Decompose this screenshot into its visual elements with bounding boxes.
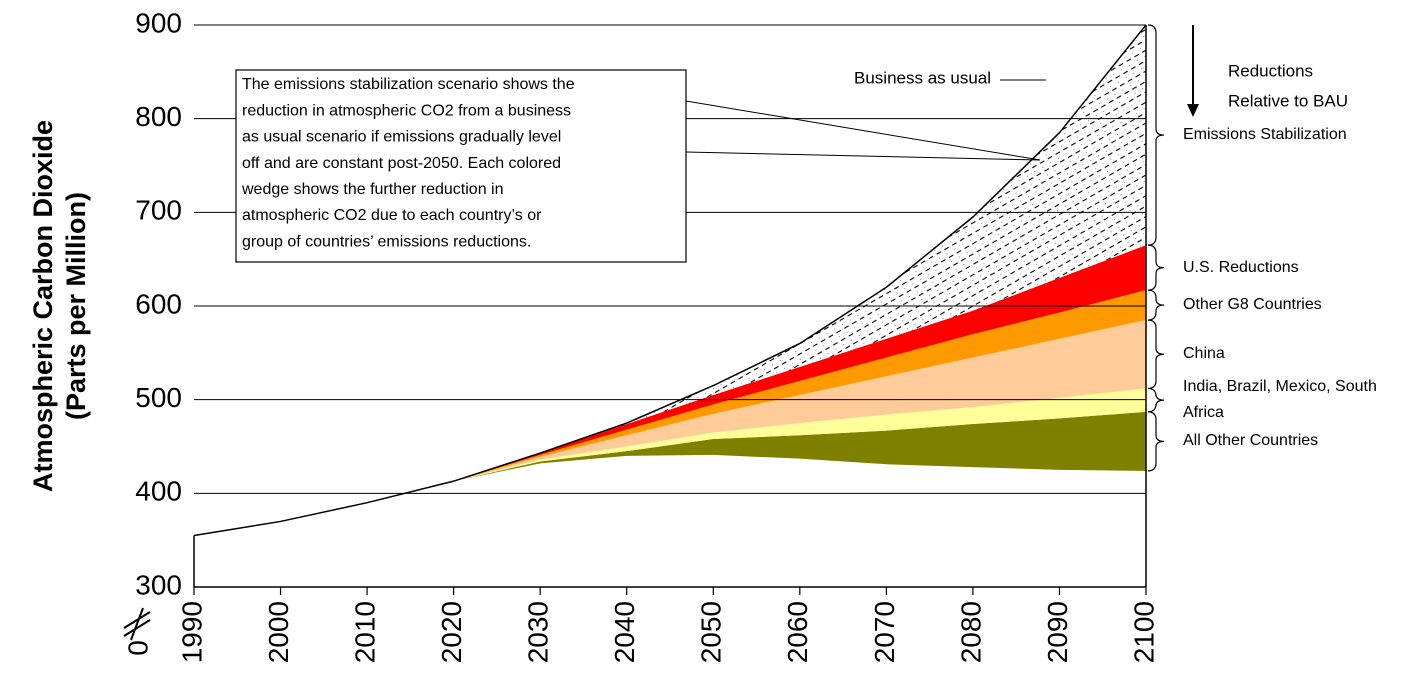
x-tick-label: 2070 [869,601,900,663]
x-tick-label: 2030 [523,601,554,663]
callout-text: wedge shows the further reduction in [241,181,503,198]
area [194,411,1146,536]
y-tick-label: 600 [135,288,182,319]
callout-text: group of countries’ emissions reductions… [242,233,531,250]
y-break-label: 0 [122,640,153,656]
callout-text: as usual scenario if emissions gradually… [242,129,561,146]
bracket [1147,289,1165,321]
bracket [1147,387,1165,413]
y-tick-label: 700 [135,195,182,226]
x-tick-label: 2060 [782,601,813,663]
y-axis-label: (Parts per Million) [61,192,91,420]
callout-pointer [685,100,1041,161]
callout-text: atmospheric CO2 due to each country’s or [242,207,542,224]
bracket [1147,244,1165,291]
bau-label: Business as usual [854,68,991,87]
y-tick-label: 800 [135,101,182,132]
area [194,25,1146,536]
x-tick-label: 2050 [696,601,727,663]
bracket-label: U.S. Reductions [1183,258,1299,276]
bracket [1147,24,1165,246]
callout-text: off and are constant post-2050. Each col… [242,155,561,172]
bracket-label: Other G8 Countries [1183,296,1322,314]
bracket [1147,411,1165,472]
y-tick-label: 300 [135,569,182,600]
callout-text: reduction in atmospheric CO2 from a busi… [242,102,571,119]
x-tick-label: 1990 [176,601,207,663]
x-tick-label: 2040 [609,601,640,663]
callout-text: The emissions stabilization scenario sho… [242,76,575,93]
callout-pointer [685,151,1041,161]
bau-line [193,24,1147,537]
x-tick-label: 2010 [349,601,380,663]
reductions-label: Relative to BAU [1228,91,1348,110]
axis-break [123,607,151,641]
x-tick-label: 2080 [955,601,986,663]
bracket-label: India, Brazil, Mexico, South Africa [1183,378,1377,422]
x-tick-label: 2000 [263,601,294,663]
callout-box [235,69,687,263]
reductions-label: Reductions [1228,61,1313,80]
bracket-label: China [1183,345,1225,363]
bracket [1147,319,1165,390]
area [194,454,1146,587]
bracket-label: All Other Countries [1183,432,1319,450]
y-tick-label: 900 [135,7,182,38]
y-axis-label: Atmospheric Carbon Dioxide [28,120,58,492]
bracket-label: Emissions Stabilization [1183,126,1347,144]
x-tick-label: 2020 [436,601,467,663]
area [194,388,1146,536]
x-tick-label: 2090 [1042,601,1073,663]
y-tick-label: 500 [135,382,182,413]
arrow-head [1187,104,1199,117]
area [194,320,1146,536]
x-tick-label: 2100 [1128,601,1159,663]
y-tick-label: 400 [135,476,182,507]
